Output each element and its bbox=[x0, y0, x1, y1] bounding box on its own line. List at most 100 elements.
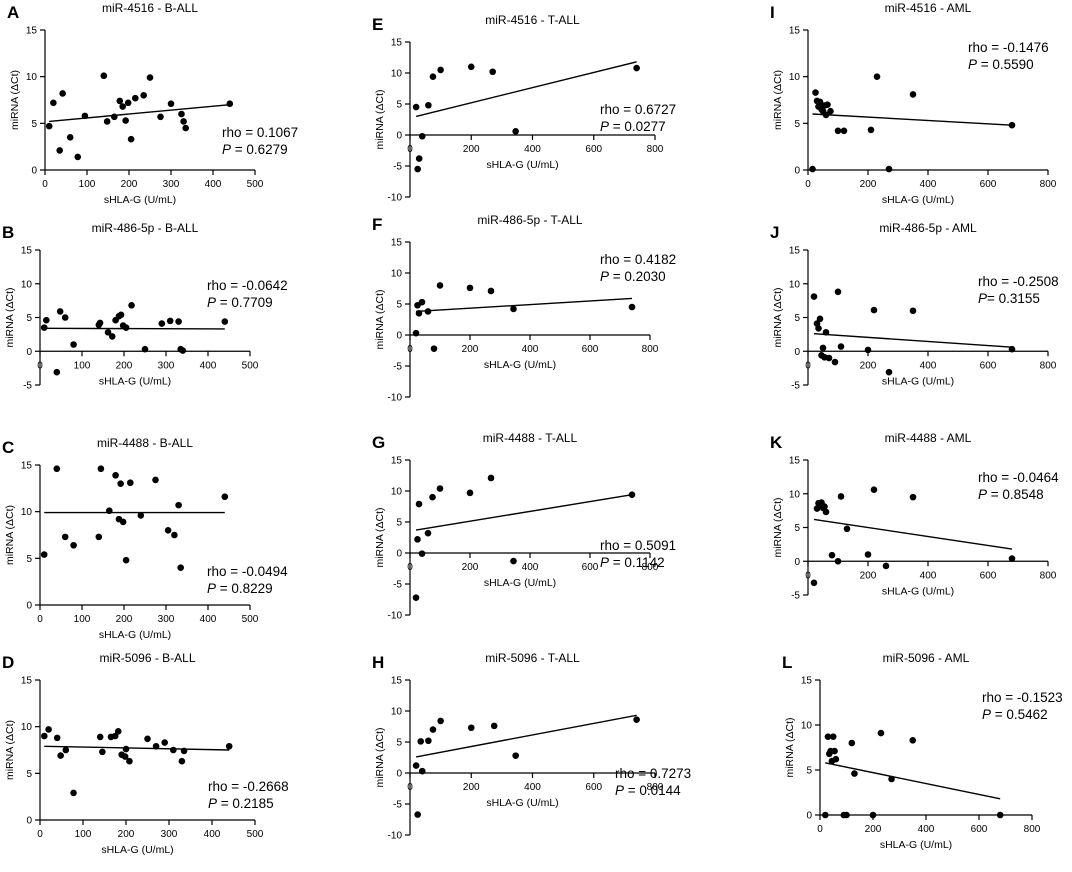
data-point bbox=[810, 293, 818, 300]
data-point bbox=[57, 752, 64, 759]
data-point bbox=[412, 329, 420, 337]
data-point bbox=[510, 305, 517, 313]
panel-letter: H bbox=[372, 653, 384, 672]
x-tick-label: 0 bbox=[37, 829, 43, 840]
data-point bbox=[822, 811, 829, 819]
data-point bbox=[1008, 121, 1016, 129]
data-point bbox=[909, 307, 917, 315]
data-point bbox=[418, 132, 426, 140]
data-point bbox=[171, 531, 178, 539]
x-tick-label: 800 bbox=[647, 144, 664, 155]
data-point bbox=[103, 118, 111, 125]
data-point bbox=[66, 134, 74, 141]
p-value: = 0.6279 bbox=[231, 142, 288, 157]
data-point bbox=[124, 99, 132, 107]
data-point bbox=[418, 767, 426, 775]
data-point bbox=[146, 74, 154, 81]
x-axis-label: sHLA-G (U/mL) bbox=[484, 577, 556, 589]
data-point bbox=[100, 72, 108, 80]
p-value: = 0.5462 bbox=[991, 707, 1048, 722]
data-point bbox=[45, 726, 52, 733]
panel-letter: L bbox=[782, 653, 792, 672]
data-point bbox=[414, 165, 421, 173]
data-point bbox=[424, 529, 432, 537]
p-value: = 0.1142 bbox=[609, 555, 665, 570]
data-point bbox=[837, 493, 845, 500]
data-point bbox=[436, 282, 444, 289]
data-point bbox=[53, 465, 61, 473]
x-tick-label: 200 bbox=[463, 144, 480, 155]
x-axis-label: sHLA-G (U/mL) bbox=[486, 797, 558, 809]
data-point bbox=[816, 315, 824, 323]
p-value: = 0.0277 bbox=[609, 119, 666, 134]
x-tick-label: 200 bbox=[116, 614, 133, 625]
x-tick-label: 0 bbox=[37, 614, 43, 625]
x-tick-label: 200 bbox=[865, 824, 882, 835]
chart-title: miR-4516 - AML bbox=[885, 1, 972, 15]
p-value: = 0.0144 bbox=[624, 783, 681, 798]
y-tick-label: 15 bbox=[391, 456, 403, 467]
data-point bbox=[467, 724, 475, 732]
data-point bbox=[870, 306, 878, 314]
x-axis-label: sHLA-G (U/mL) bbox=[99, 375, 171, 387]
rho-label: rho = 0.4182 bbox=[600, 252, 676, 267]
data-point bbox=[843, 811, 850, 819]
x-tick-label: 0 bbox=[37, 360, 43, 371]
data-point bbox=[909, 493, 917, 501]
x-tick-label: 500 bbox=[242, 614, 259, 625]
p-value: = 0.3155 bbox=[987, 291, 1040, 306]
data-point bbox=[821, 503, 828, 510]
data-point bbox=[996, 811, 1004, 819]
data-point bbox=[166, 317, 174, 325]
data-point bbox=[885, 368, 893, 376]
data-point bbox=[424, 308, 432, 315]
x-tick-label: 400 bbox=[200, 614, 217, 625]
y-axis-label: miRNA (ΔCt) bbox=[9, 70, 21, 130]
chart-title: miR-486-5p - B-ALL bbox=[92, 221, 199, 235]
y-tick-label: 15 bbox=[21, 461, 33, 472]
data-point bbox=[53, 734, 61, 742]
panel-letter: E bbox=[372, 15, 383, 34]
y-tick-label: 5 bbox=[396, 738, 402, 749]
data-point bbox=[70, 341, 77, 348]
x-axis-label: sHLA-G (U/mL) bbox=[882, 375, 954, 387]
rho-label: rho = 0.1067 bbox=[222, 125, 298, 140]
x-tick-label: 800 bbox=[1040, 360, 1057, 371]
data-point bbox=[158, 320, 166, 327]
x-axis-label: sHLA-G (U/mL) bbox=[882, 585, 954, 597]
rho-label: rho = -0.1523 bbox=[982, 690, 1063, 705]
x-axis-label: sHLA-G (U/mL) bbox=[101, 844, 173, 856]
p-value-label: P = 0.6279 bbox=[222, 142, 288, 157]
y-tick-label: -5 bbox=[791, 591, 800, 602]
data-point bbox=[418, 550, 426, 557]
p-symbol: P bbox=[207, 581, 216, 596]
data-point bbox=[822, 508, 830, 516]
data-point bbox=[226, 100, 234, 108]
data-point bbox=[152, 476, 159, 484]
panel-letter: B bbox=[2, 223, 14, 242]
rho-label: rho = 0.6727 bbox=[600, 102, 676, 117]
data-point bbox=[81, 112, 89, 120]
data-point bbox=[40, 551, 48, 558]
p-symbol: P bbox=[600, 119, 609, 134]
data-point bbox=[180, 747, 188, 755]
data-point bbox=[628, 303, 636, 311]
y-tick-label: 0 bbox=[806, 811, 812, 822]
data-point bbox=[96, 319, 104, 327]
x-tick-label: 200 bbox=[860, 360, 877, 371]
x-tick-label: 400 bbox=[522, 562, 539, 573]
data-point bbox=[53, 368, 61, 376]
rho-label: rho = 0.7273 bbox=[615, 766, 691, 781]
x-tick-label: 100 bbox=[74, 360, 91, 371]
data-point bbox=[97, 465, 105, 473]
data-point bbox=[40, 324, 48, 331]
p-value: = 0.2030 bbox=[609, 269, 666, 284]
data-point bbox=[126, 757, 133, 765]
x-tick-label: 600 bbox=[980, 360, 997, 371]
data-point bbox=[117, 311, 125, 319]
data-point bbox=[116, 97, 124, 105]
chart-title: miR-4488 - AML bbox=[885, 431, 972, 445]
data-point bbox=[415, 155, 423, 162]
data-point bbox=[834, 127, 842, 135]
